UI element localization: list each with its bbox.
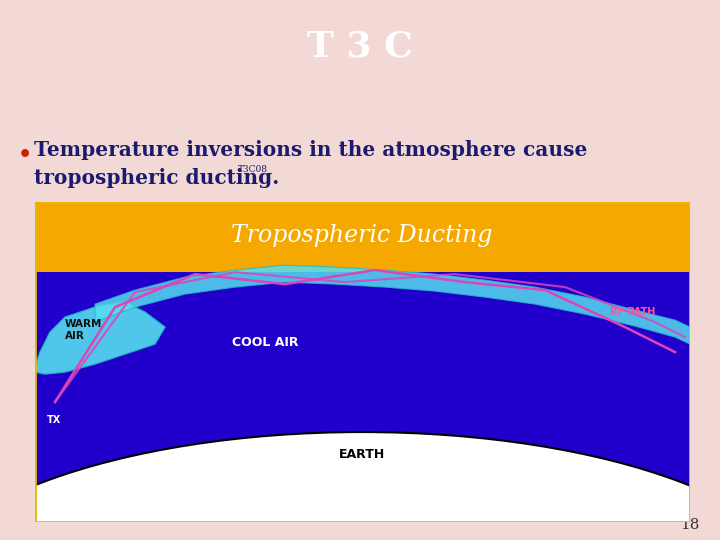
Text: WARM: WARM xyxy=(65,319,102,329)
Text: Tropospheric Ducting: Tropospheric Ducting xyxy=(231,224,492,247)
Text: T 3 C: T 3 C xyxy=(307,30,413,64)
Text: AIR: AIR xyxy=(65,331,85,341)
Bar xyxy=(35,202,690,272)
Ellipse shape xyxy=(0,432,720,540)
Text: EARTH: EARTH xyxy=(339,448,385,461)
Bar xyxy=(35,272,690,522)
Text: 18: 18 xyxy=(680,518,700,532)
Bar xyxy=(35,202,690,522)
Text: COOL AIR: COOL AIR xyxy=(232,335,298,349)
Polygon shape xyxy=(35,302,165,374)
Polygon shape xyxy=(95,265,690,344)
Text: T3C08: T3C08 xyxy=(238,165,268,174)
Text: RF PATH: RF PATH xyxy=(610,307,655,317)
Text: tropospheric ducting.: tropospheric ducting. xyxy=(34,168,279,188)
Text: Temperature inversions in the atmosphere cause: Temperature inversions in the atmosphere… xyxy=(34,140,588,160)
Text: •: • xyxy=(18,145,32,165)
Text: TX: TX xyxy=(47,415,61,425)
